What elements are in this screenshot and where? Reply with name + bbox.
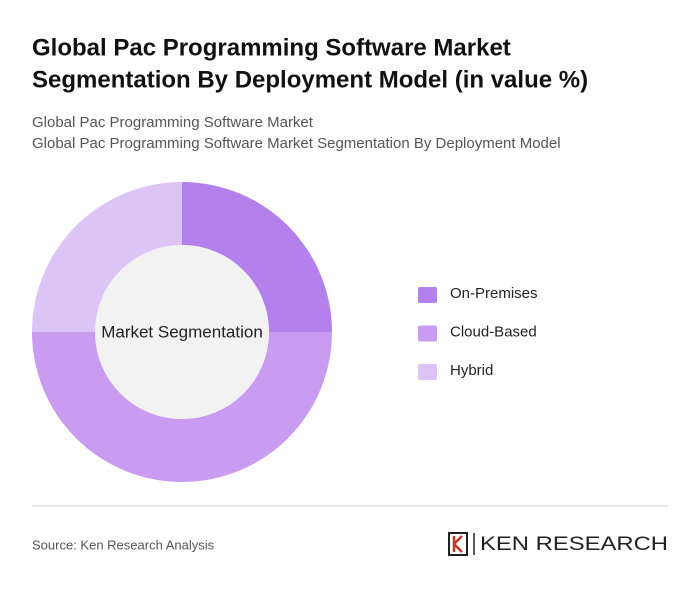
legend: On-Premises Cloud-Based Hybrid <box>418 285 538 380</box>
legend-swatch <box>418 325 437 342</box>
legend-label: On-Premises <box>450 285 538 302</box>
logo-icon-k <box>452 535 463 553</box>
subtitle-line: Global Pac Programming Software Market S… <box>32 135 561 152</box>
donut-center <box>95 245 269 419</box>
donut <box>32 182 332 482</box>
donut-segment <box>182 182 332 332</box>
legend-swatch <box>418 287 437 303</box>
subtitle-line: Global Pac Programming Software Market <box>32 114 314 131</box>
title-line: Global Pac Programming Software Market <box>32 34 511 61</box>
brand: KEN RESEARCH <box>480 534 668 555</box>
donut-segment <box>32 182 182 332</box>
title-line: Segmentation By Deployment Model (in val… <box>32 66 588 93</box>
logo-icon <box>448 532 468 556</box>
donut-segment <box>32 332 332 482</box>
legend-label: Hybrid <box>450 362 493 379</box>
center-label: Market Segmentation <box>101 322 263 341</box>
legend-swatch <box>418 364 437 380</box>
source: Source: Ken Research Analysis <box>32 537 215 552</box>
logo: KEN RESEARCH <box>448 532 668 556</box>
legend-label: Cloud-Based <box>450 323 537 340</box>
